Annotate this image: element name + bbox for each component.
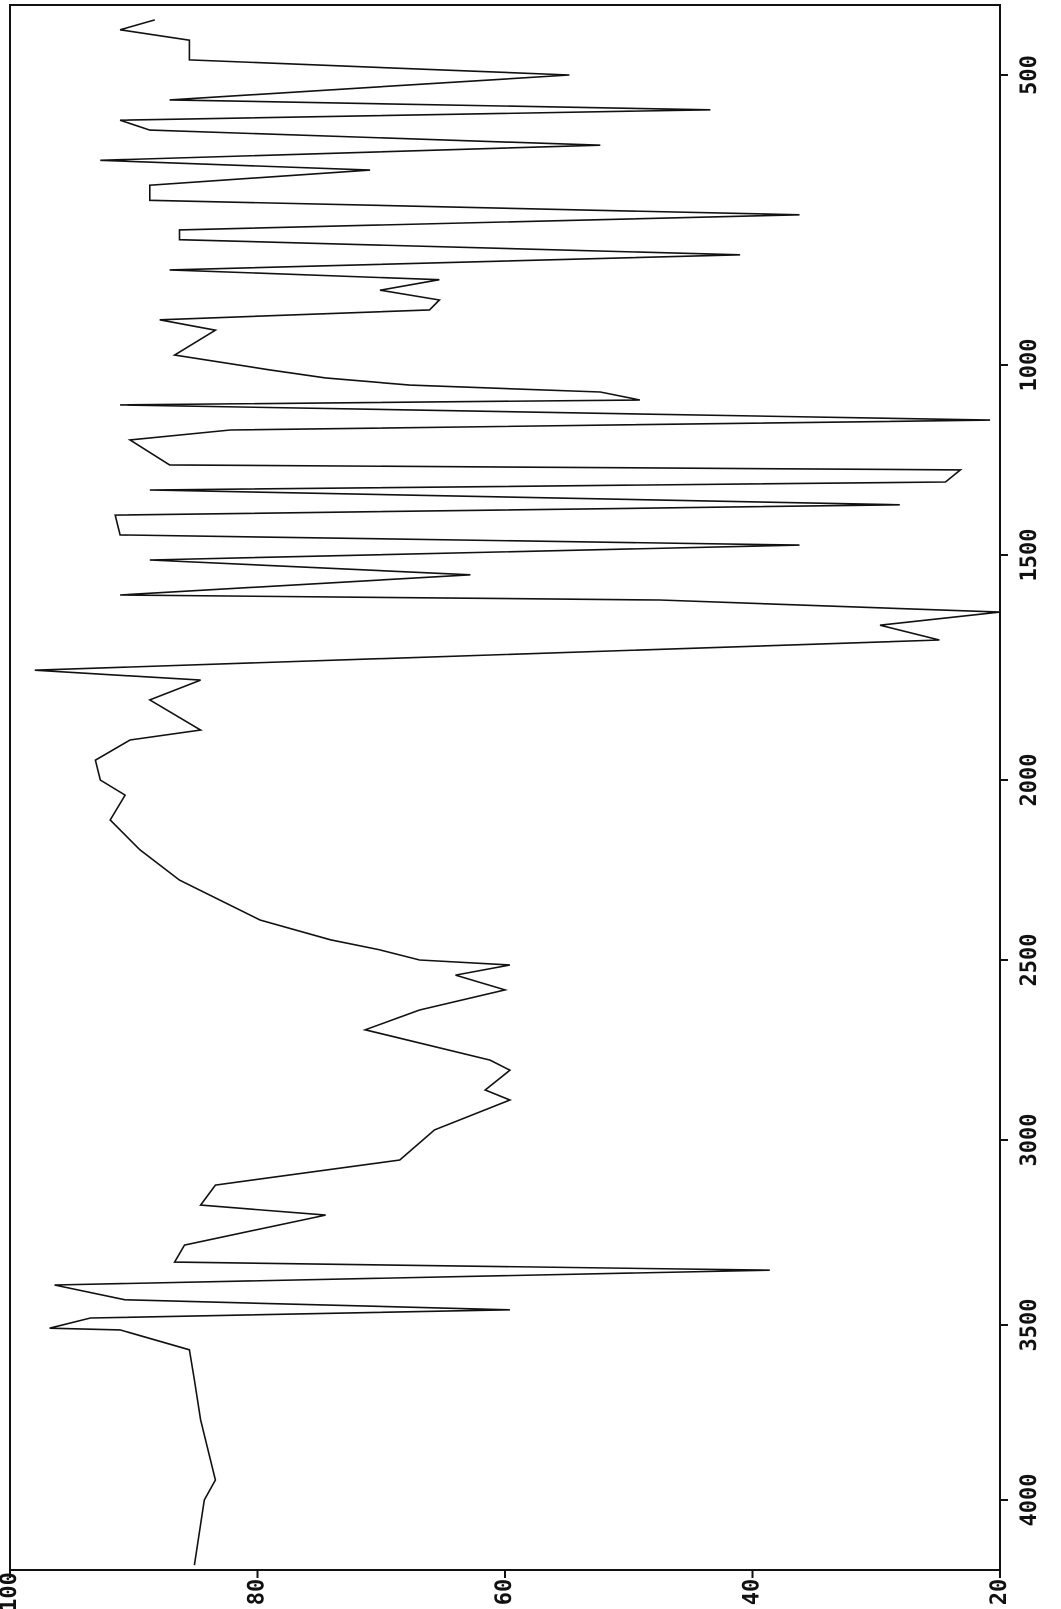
- x-tick-label: 3500: [1017, 1299, 1042, 1352]
- y-tick-label: 100: [0, 1572, 22, 1609]
- x-tick-label: 500: [1017, 55, 1042, 95]
- x-tick-label: 3000: [1017, 1114, 1042, 1167]
- x-tick-label: 2000: [1017, 754, 1042, 807]
- y-tick-label: 40: [740, 1579, 765, 1606]
- x-tick-label: 2500: [1017, 934, 1042, 987]
- x-tick-label: 1000: [1017, 339, 1042, 392]
- spectrum-line: [34, 19, 1001, 1566]
- y-tick-label: 60: [492, 1579, 517, 1606]
- y-tick-label: 20: [987, 1579, 1012, 1606]
- x-tick-label: 1500: [1017, 529, 1042, 582]
- x-tick-label: 4000: [1017, 1474, 1042, 1527]
- plot-frame: [9, 4, 1001, 1571]
- y-tick-label: 80: [245, 1579, 270, 1606]
